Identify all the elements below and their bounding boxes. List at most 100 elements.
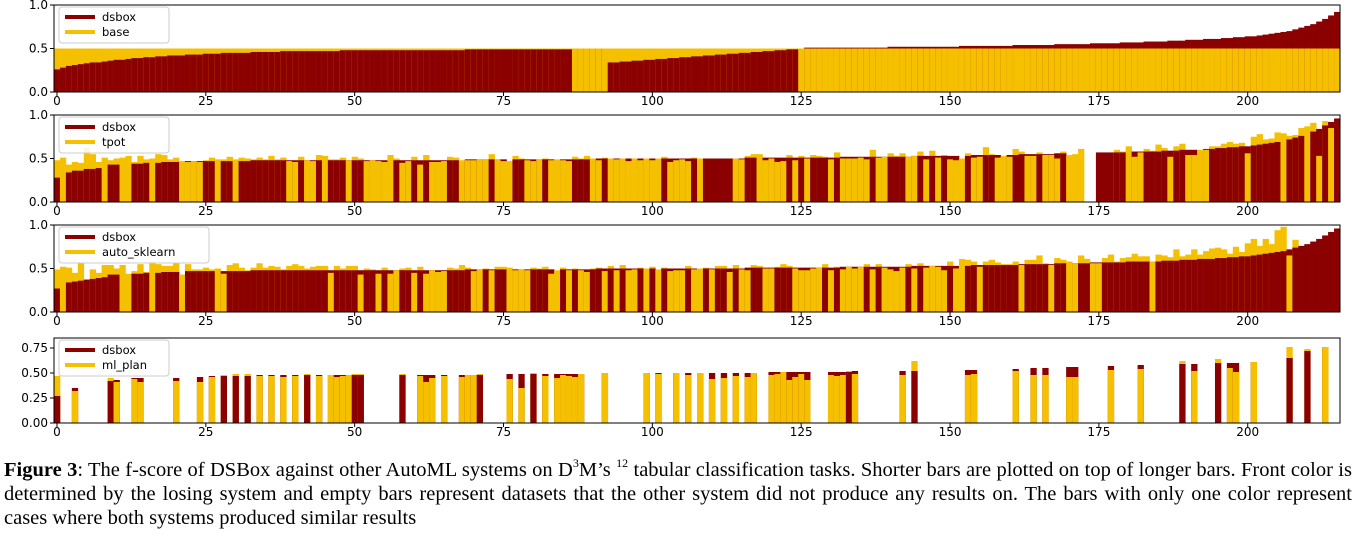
- legend-label: dsbox: [102, 343, 136, 357]
- bar-dsbox: [238, 161, 245, 202]
- bar-tpot: [1316, 155, 1323, 202]
- bar-dsbox: [756, 51, 763, 92]
- bar-dsbox: [1232, 257, 1240, 312]
- x-tick-label: 175: [1087, 425, 1110, 439]
- bar-ml_plan: [964, 375, 972, 423]
- legend-label: ml_plan: [102, 358, 147, 372]
- bar-base: [1042, 48, 1049, 92]
- bar-tpot: [762, 160, 769, 202]
- bar-dsbox: [571, 159, 579, 202]
- bar-tpot: [1000, 155, 1007, 202]
- bar-tpot: [1042, 155, 1049, 202]
- bar-dsbox: [726, 158, 734, 202]
- bar-base: [1024, 48, 1031, 92]
- bar-ml_plan: [655, 374, 662, 423]
- bar-ml_plan: [750, 373, 757, 423]
- bar-auto_sklearn: [697, 268, 704, 312]
- bar-dsbox: [77, 170, 85, 202]
- bar-dsbox: [1250, 255, 1257, 312]
- bar-tpot: [947, 159, 954, 202]
- bar-tpot: [1185, 155, 1192, 202]
- bar-dsbox: [423, 160, 430, 202]
- x-tick-label: 75: [496, 425, 511, 439]
- bar-dsbox: [577, 159, 585, 202]
- bar-dsbox: [1137, 261, 1144, 312]
- bar-ml_plan: [804, 380, 811, 423]
- bar-auto_sklearn: [762, 268, 769, 312]
- bar-dsbox: [452, 160, 460, 202]
- bar-dsbox: [155, 56, 162, 92]
- bar-dsbox: [1274, 141, 1281, 202]
- bar-base: [1244, 48, 1252, 92]
- bar-auto_sklearn: [512, 270, 519, 312]
- bar-dsbox: [536, 269, 543, 312]
- bar-dsbox: [947, 265, 954, 312]
- bar-auto_sklearn: [393, 270, 400, 312]
- bar-dsbox: [256, 270, 263, 312]
- bar-ml_plan: [256, 376, 263, 423]
- x-tick-label: 25: [198, 204, 213, 218]
- bar-base: [1125, 48, 1132, 92]
- bar-dsbox: [1214, 363, 1222, 423]
- bar-base: [935, 48, 942, 92]
- bar-base: [911, 48, 918, 92]
- bar-dsbox: [363, 270, 370, 312]
- bar-base: [1191, 48, 1198, 92]
- x-tick-label: 0: [53, 204, 61, 218]
- bar-tpot: [232, 159, 239, 202]
- bar-tpot: [738, 159, 745, 202]
- bar-dsbox: [280, 160, 287, 202]
- bar-dsbox: [393, 50, 400, 92]
- bar-dsbox: [530, 374, 537, 423]
- bar-base: [881, 48, 888, 92]
- bar-dsbox: [101, 277, 108, 312]
- bar-dsbox: [89, 278, 97, 312]
- bar-tpot: [732, 158, 740, 202]
- bar-ml_plan: [1107, 370, 1115, 423]
- bar-auto_sklearn: [125, 273, 132, 312]
- bar-tpot: [1066, 155, 1073, 202]
- bar-base: [595, 48, 603, 92]
- legend-label: dsbox: [102, 230, 136, 244]
- bar-base: [827, 48, 835, 92]
- bar-dsbox: [333, 270, 341, 312]
- bar-tpot: [387, 155, 394, 202]
- bar-tpot: [184, 161, 192, 202]
- bar-dsbox: [833, 267, 841, 312]
- bar-dsbox: [429, 50, 436, 92]
- bar-dsbox: [750, 267, 757, 312]
- bar-dsbox: [1280, 251, 1287, 312]
- bar-dsbox: [1256, 254, 1263, 312]
- bar-dsbox: [65, 282, 73, 312]
- x-tick-label: 150: [939, 204, 962, 218]
- bar-dsbox: [536, 49, 543, 92]
- bar-dsbox: [155, 272, 162, 312]
- bar-dsbox: [280, 270, 287, 312]
- bar-base: [1036, 48, 1043, 92]
- bar-dsbox: [202, 53, 210, 92]
- bar-base: [941, 48, 948, 92]
- bar-base: [1262, 48, 1269, 92]
- bar-tpot: [768, 158, 775, 202]
- bar-dsbox: [292, 270, 299, 312]
- figure-caption: Figure 3: The f-score of DSBox against o…: [4, 457, 1352, 530]
- bar-dsbox: [226, 161, 233, 202]
- bar-base: [1185, 48, 1192, 92]
- bar-dsbox: [1036, 154, 1043, 202]
- bar-tpot: [1078, 148, 1085, 202]
- bar-dsbox: [774, 50, 781, 92]
- bar-auto_sklearn: [911, 268, 918, 312]
- bar-dsbox: [1012, 155, 1019, 202]
- bar-tpot: [774, 161, 781, 202]
- bar-base: [982, 48, 990, 92]
- bar-dsbox: [720, 268, 728, 312]
- bar-tpot: [697, 158, 704, 202]
- bar-dsbox: [774, 267, 781, 312]
- bar-dsbox: [524, 49, 531, 92]
- bar-dsbox: [1262, 253, 1269, 312]
- bar-dsbox: [1119, 262, 1127, 312]
- bar-dsbox: [494, 49, 501, 92]
